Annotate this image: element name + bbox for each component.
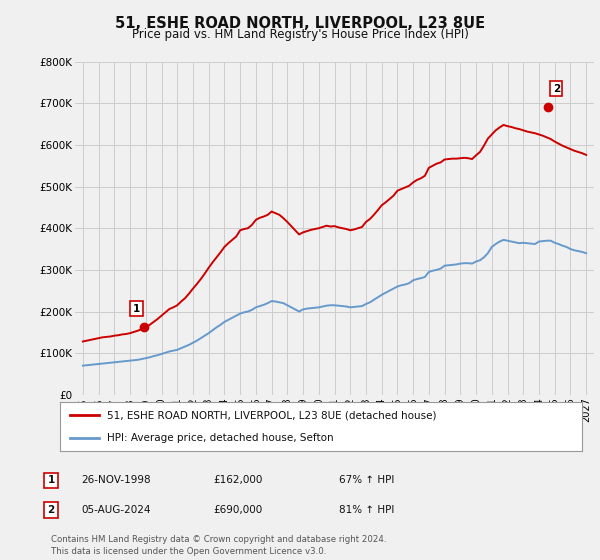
Text: 81% ↑ HPI: 81% ↑ HPI (339, 505, 394, 515)
Text: Contains HM Land Registry data © Crown copyright and database right 2024.
This d: Contains HM Land Registry data © Crown c… (51, 535, 386, 556)
Text: 67% ↑ HPI: 67% ↑ HPI (339, 475, 394, 486)
Text: 05-AUG-2024: 05-AUG-2024 (81, 505, 151, 515)
Text: 26-NOV-1998: 26-NOV-1998 (81, 475, 151, 486)
Text: 51, ESHE ROAD NORTH, LIVERPOOL, L23 8UE: 51, ESHE ROAD NORTH, LIVERPOOL, L23 8UE (115, 16, 485, 31)
Text: HPI: Average price, detached house, Sefton: HPI: Average price, detached house, Seft… (107, 433, 334, 444)
Text: £690,000: £690,000 (213, 505, 262, 515)
Text: 1: 1 (47, 475, 55, 486)
Text: £162,000: £162,000 (213, 475, 262, 486)
Text: 1: 1 (133, 304, 140, 314)
Text: 2: 2 (553, 83, 560, 94)
Text: 2: 2 (47, 505, 55, 515)
Text: 51, ESHE ROAD NORTH, LIVERPOOL, L23 8UE (detached house): 51, ESHE ROAD NORTH, LIVERPOOL, L23 8UE … (107, 410, 436, 421)
Text: Price paid vs. HM Land Registry's House Price Index (HPI): Price paid vs. HM Land Registry's House … (131, 28, 469, 41)
